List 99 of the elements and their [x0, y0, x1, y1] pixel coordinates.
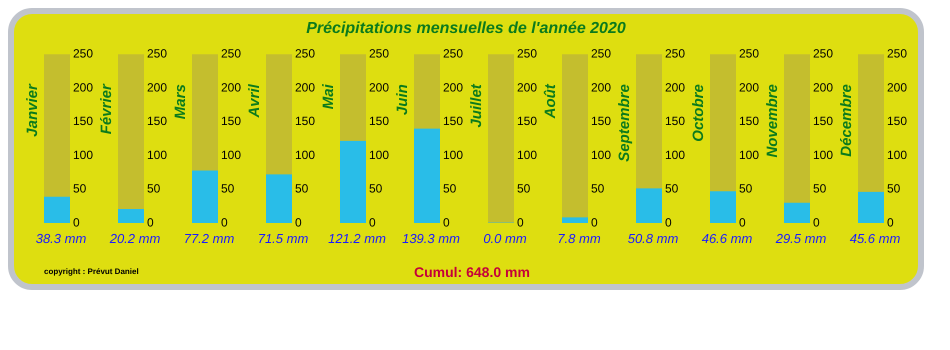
y-tick-label: 50 — [591, 182, 605, 196]
y-tick-label: 250 — [147, 46, 168, 61]
x-tick-label: Janvier — [24, 83, 42, 137]
y-tick-label: 100 — [295, 148, 316, 162]
y-tick-label: 200 — [221, 80, 242, 94]
y-tick-label: 100 — [443, 148, 464, 162]
y-tick-label: 100 — [739, 148, 760, 162]
y-tick-label: 150 — [813, 114, 834, 128]
x-tick-label: Avril — [246, 83, 264, 119]
text: Précipitations mensuelles de l'année 2020 — [305, 20, 627, 38]
y-tick-label: 250 — [591, 46, 612, 61]
y-tick-label: 150 — [369, 114, 390, 128]
data-label: 0.0 mm — [483, 231, 527, 246]
y-tick-label: 0 — [665, 215, 672, 230]
y-tick-label: 150 — [591, 114, 612, 128]
x-tick-label: Mars — [172, 84, 190, 120]
y-tick-label: 100 — [813, 148, 834, 162]
text: Cumul: 648.0 mm — [414, 264, 530, 280]
x-tick-label: Juillet — [468, 83, 486, 128]
x-tick-label: Octobre — [690, 84, 708, 142]
x-tick-label: Août — [542, 83, 560, 120]
y-tick-label: 200 — [813, 80, 834, 94]
y-tick-label: 50 — [517, 182, 531, 196]
data-label: 50.8 mm — [628, 231, 678, 246]
y-tick-label: 50 — [295, 182, 309, 196]
y-tick-label: 250 — [739, 46, 760, 61]
y-tick-label: 250 — [295, 46, 316, 61]
x-tick-label: Mai — [320, 83, 338, 110]
data-label: 29.5 mm — [774, 231, 826, 246]
y-tick-label: 0 — [591, 215, 598, 230]
y-tick-label: 50 — [147, 182, 161, 196]
y-tick-label: 150 — [221, 114, 242, 128]
y-tick-label: 200 — [887, 80, 908, 94]
y-tick-label: 150 — [887, 114, 908, 128]
data-label: 71.5 mm — [258, 231, 308, 246]
data-label: 7.8 mm — [557, 231, 601, 246]
y-tick-label: 150 — [517, 114, 538, 128]
y-tick-label: 200 — [443, 80, 464, 94]
y-tick-label: 100 — [887, 148, 908, 162]
y-tick-label: 100 — [73, 148, 94, 162]
y-tick-label: 200 — [73, 80, 94, 94]
data-label: 45.6 mm — [850, 231, 900, 246]
y-tick-label: 50 — [665, 182, 679, 196]
y-tick-label: 0 — [517, 215, 524, 230]
y-tick-label: 250 — [887, 46, 908, 61]
y-tick-label: 50 — [221, 182, 235, 196]
y-tick-label: 0 — [147, 215, 154, 230]
y-tick-label: 50 — [887, 182, 901, 196]
y-tick-label: 200 — [517, 80, 538, 94]
y-tick-label: 150 — [295, 114, 316, 128]
y-tick-label: 250 — [369, 46, 390, 61]
x-tick-label: Juin — [394, 84, 412, 116]
y-tick-label: 150 — [443, 114, 464, 128]
y-tick-label: 0 — [73, 215, 80, 230]
y-tick-label: 100 — [517, 148, 538, 162]
y-tick-label: 200 — [665, 80, 686, 94]
y-tick-label: 200 — [147, 80, 168, 94]
y-tick-label: 200 — [369, 80, 390, 94]
data-label: 77.2 mm — [184, 231, 234, 246]
y-tick-label: 0 — [739, 215, 746, 230]
y-tick-label: 0 — [443, 215, 450, 230]
data-label: 20.2 mm — [108, 231, 160, 246]
y-tick-label: 200 — [295, 80, 316, 94]
y-tick-label: 250 — [813, 46, 834, 61]
data-label: 46.6 mm — [702, 231, 752, 246]
y-tick-label: 0 — [221, 215, 228, 230]
data-label: 139.3 mm — [402, 231, 460, 246]
y-tick-label: 250 — [221, 46, 242, 61]
data-label: 38.3 mm — [36, 231, 86, 246]
x-tick-label: Septembre — [616, 84, 634, 162]
y-tick-label: 250 — [517, 46, 538, 61]
y-tick-label: 100 — [147, 148, 168, 162]
y-tick-label: 0 — [887, 215, 894, 230]
y-tick-label: 150 — [147, 114, 168, 128]
y-tick-label: 100 — [591, 148, 612, 162]
x-tick-label: Décembre — [838, 84, 856, 157]
y-tick-label: 100 — [369, 148, 390, 162]
y-tick-label: 150 — [665, 114, 686, 128]
data-label: 121.2 mm — [328, 231, 386, 246]
y-tick-label: 150 — [73, 114, 94, 128]
y-tick-label: 250 — [73, 46, 94, 61]
y-tick-label: 200 — [739, 80, 760, 94]
y-tick-label: 50 — [443, 182, 457, 196]
y-tick-label: 250 — [665, 46, 686, 61]
y-tick-label: 50 — [369, 182, 383, 196]
y-tick-label: 50 — [739, 182, 753, 196]
y-tick-label: 250 — [443, 46, 464, 61]
y-tick-label: 50 — [73, 182, 87, 196]
y-tick-label: 0 — [369, 215, 376, 230]
y-tick-label: 50 — [813, 182, 827, 196]
x-tick-label: Février — [98, 83, 116, 134]
y-tick-label: 100 — [665, 148, 686, 162]
y-tick-label: 0 — [813, 215, 820, 230]
y-tick-label: 100 — [221, 148, 242, 162]
y-tick-label: 150 — [739, 114, 760, 128]
text: copyright : Prévut Daniel — [44, 267, 139, 276]
y-tick-label: 200 — [591, 80, 612, 94]
y-tick-label: 0 — [295, 215, 302, 230]
x-tick-label: Novembre — [764, 84, 782, 158]
